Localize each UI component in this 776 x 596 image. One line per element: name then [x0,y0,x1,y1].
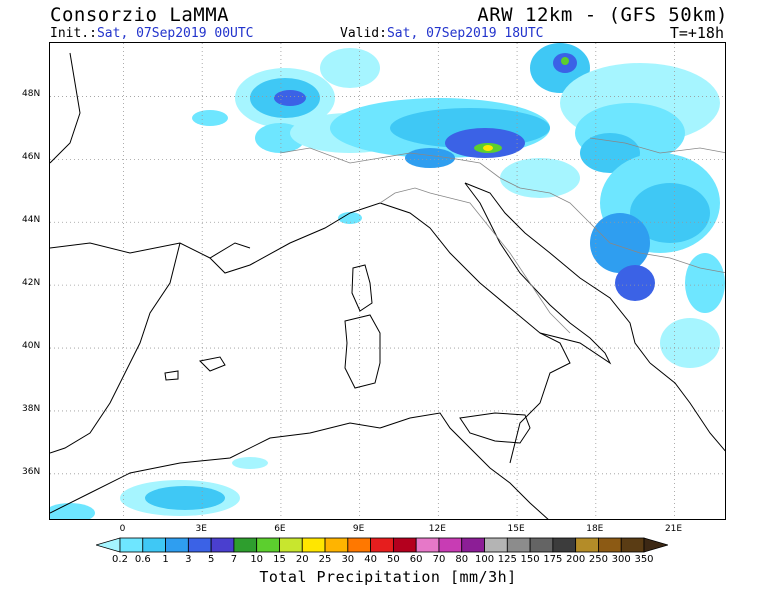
legend-title: Total Precipitation [mm/3h] [259,568,517,586]
latitude-label: 40N [22,341,41,352]
title-organization: Consorzio LaMMA [50,4,230,26]
init-value: Sat, 07Sep2019 00UTC [96,26,254,41]
legend-arrow-low [96,537,121,553]
legend-swatch [461,537,485,553]
latitude-label: 44N [22,215,41,226]
longitude-label: 15E [507,524,525,534]
legend-threshold-label: 80 [455,554,469,565]
legend-threshold-label: 175 [543,554,563,565]
legend-swatch [187,537,212,553]
latitude-label: 46N [22,152,41,163]
longitude-label: 0 [119,524,126,534]
legend-swatch [484,537,508,553]
longitude-label: 18E [586,524,604,534]
legend-threshold-label: 50 [387,554,400,565]
country-borders [279,137,725,334]
longitude-label: 3E [195,524,207,534]
legend-swatch [552,537,577,553]
legend-swatch [165,537,189,553]
legend-swatch [620,537,645,553]
legend-swatch [233,537,258,553]
legend-threshold-label: 1 [162,554,169,565]
legend-threshold-label: 70 [432,554,446,565]
valid-time: Valid:Sat, 07Sep2019 18UTC [340,26,544,41]
legend-threshold-label: 0.2 [112,554,128,565]
forecast-step: T=+18h [669,24,724,42]
map-canvas [50,43,725,519]
longitude-label: 6E [274,524,286,534]
color-legend-bar [96,537,668,553]
latitude-label: 42N [22,278,41,289]
legend-swatch [347,537,372,553]
legend-threshold-label: 40 [364,554,377,565]
valid-value: Sat, 07Sep2019 18UTC [386,26,544,41]
legend-threshold-label: 125 [497,554,517,565]
legend-threshold-label: 15 [273,554,286,565]
legend-swatch [575,537,599,553]
legend-threshold-label: 25 [318,554,332,565]
longitude-label: 9E [352,524,365,534]
legend-swatch [119,537,144,553]
legend-swatch [529,537,554,553]
latitude-label: 48N [22,89,41,100]
legend-threshold-label: 350 [634,554,654,565]
legend-threshold-label: 20 [295,554,309,565]
legend-threshold-label: 5 [207,554,215,565]
legend-swatch [506,537,531,553]
legend-threshold-label: 30 [341,554,355,565]
legend-swatch [438,537,463,553]
coastlines [50,52,725,519]
precipitation-map [49,42,726,520]
init-label: Init.: [50,26,97,41]
legend-threshold-label: 300 [611,554,631,565]
legend-swatch [598,537,622,553]
longitude-label: 21E [664,524,683,534]
legend-swatch [142,537,166,553]
lat-lon-grid [50,43,725,519]
legend-threshold-label: 200 [566,554,586,565]
legend-threshold-label: 0.6 [134,554,151,565]
legend-swatch [210,537,235,553]
legend-swatch [301,537,326,553]
legend-threshold-label: 100 [474,554,495,565]
legend-threshold-label: 250 [588,554,608,565]
legend-threshold-label: 3 [185,554,192,565]
legend-threshold-label: 10 [250,554,264,565]
legend-swatch [370,537,394,553]
title-model: ARW 12km - (GFS 50km) [477,4,728,26]
legend-swatch [279,537,303,553]
legend-swatch [392,537,417,553]
legend-threshold-label: 60 [409,554,423,565]
legend-swatch [415,537,440,553]
valid-label: Valid: [340,26,387,41]
init-time: Init.:Sat, 07Sep2019 00UTC [50,26,254,41]
legend-threshold-label: 150 [520,554,540,565]
latitude-label: 36N [22,466,41,477]
longitude-label: 12E [428,524,446,534]
legend-threshold-label: 7 [230,554,238,565]
legend-arrow-high [643,537,668,553]
precipitation-areas [50,43,725,519]
legend-swatch [324,537,349,553]
latitude-label: 38N [22,403,41,414]
legend-swatch [256,537,280,553]
